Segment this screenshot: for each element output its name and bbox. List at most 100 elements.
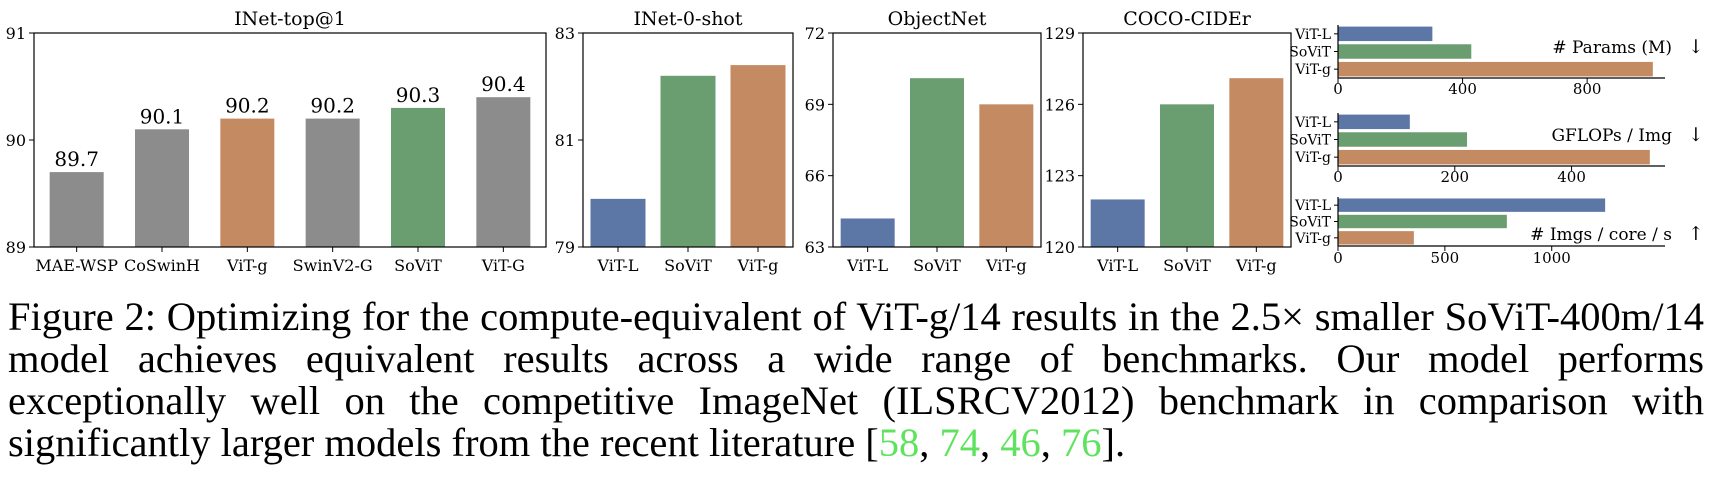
gflops-xtick-label: 0 (1333, 168, 1343, 186)
inet_0shot-xtick-label: SoViT (664, 256, 712, 275)
coco_cider-ytick-label: 129 (1044, 24, 1075, 43)
objectnet-title: ObjectNet (888, 8, 987, 30)
coco_cider-xtick-label: ViT-L (1096, 256, 1138, 275)
coco_cider-bar-vit-l (1090, 199, 1145, 247)
citation-separator: , (1040, 420, 1062, 465)
citation-1[interactable]: 58 (878, 420, 920, 465)
params-xtick-label: 0 (1333, 80, 1343, 98)
objectnet-ytick-label: 69 (805, 95, 825, 114)
inet_top1-value-label: 90.2 (225, 94, 270, 118)
inet_top1-ytick-label: 91 (6, 24, 26, 43)
gflops-xtick-label: 400 (1557, 168, 1586, 186)
throughput-xtick-label: 1000 (1533, 249, 1571, 267)
citation-4[interactable]: 76 (1061, 420, 1102, 465)
gflops-category-label: ViT-L (1294, 115, 1331, 131)
objectnet-ytick-label: 63 (805, 238, 825, 257)
params-category-label: ViT-L (1294, 27, 1331, 43)
gflops-xtick-label: 200 (1440, 168, 1469, 186)
figure-caption: Figure 2: Optimizing for the compute-equ… (8, 296, 1704, 464)
inet_top1-bar-vit-g (220, 118, 275, 247)
coco_cider-title: COCO-CIDEr (1123, 8, 1251, 30)
inet_0shot-ytick-label: 81 (555, 131, 575, 150)
inet_top1-bar-mae-wsp (49, 172, 104, 247)
inet_top1-title: INet-top@1 (234, 8, 346, 30)
gflops-bar-vit-g (1338, 149, 1650, 165)
gflops-bar-sovit (1338, 132, 1468, 147)
inet_top1-ytick-label: 90 (6, 131, 26, 150)
inet_top1-value-label: 89.7 (54, 147, 99, 171)
citation-3[interactable]: 46 (1000, 420, 1041, 465)
throughput-xtick-label: 500 (1431, 249, 1460, 267)
inet_top1-bar-coswinh (135, 129, 189, 247)
gflops-metric-label: GFLOPs / Img (1551, 126, 1672, 146)
inet_top1-value-label: 90.3 (396, 83, 441, 107)
inet_top1-value-label: 90.2 (310, 94, 355, 118)
inet_top1-xtick-label: CoSwinH (124, 256, 200, 275)
params-category-label: SoViT (1289, 45, 1331, 61)
caption-text: Figure 2: Optimizing for the compute-equ… (8, 294, 1704, 465)
inet_top1-axes-frame (33, 32, 547, 248)
throughput-bar-vit-g (1338, 231, 1414, 245)
inet_0shot-xtick-label: ViT-g (737, 256, 779, 275)
throughput-xtick-label: 0 (1333, 249, 1343, 267)
coco_cider-bar-vit-g (1229, 78, 1284, 247)
objectnet-bar-vit-l (840, 218, 895, 247)
coco_cider-axes-frame (1082, 32, 1292, 248)
objectnet-ytick-label: 72 (805, 24, 825, 43)
throughput-arrow: ↑ (1688, 223, 1704, 245)
inet_0shot-bar-vit-g (730, 65, 786, 247)
citation-separator: , (980, 420, 1001, 465)
throughput-category-label: ViT-L (1294, 198, 1331, 214)
inet_0shot-title: INet-0-shot (634, 8, 743, 30)
coco_cider-ytick-label: 126 (1044, 95, 1075, 114)
coco_cider-xtick-label: ViT-g (1235, 256, 1277, 275)
objectnet-bar-vit-g (979, 104, 1034, 247)
params-bar-vit-g (1338, 61, 1653, 77)
throughput-category-label: SoViT (1289, 215, 1331, 231)
params-arrow: ↓ (1688, 36, 1704, 58)
inet_0shot-ytick-label: 79 (555, 238, 575, 257)
throughput-bar-sovit (1338, 214, 1507, 229)
inet_0shot-axes-frame (582, 32, 794, 248)
inet_top1-xtick-label: SwinV2-G (293, 256, 373, 275)
params-bar-vit-l (1338, 26, 1433, 42)
objectnet-bar-sovit (910, 78, 964, 247)
inet_0shot-bar-sovit (660, 75, 716, 247)
inet_top1-xtick-label: MAE-WSP (35, 256, 118, 275)
coco_cider-xtick-label: SoViT (1163, 256, 1211, 275)
params-xtick-label: 400 (1448, 80, 1477, 98)
inet_top1-value-label: 90.1 (140, 104, 185, 128)
throughput-category-label: ViT-g (1294, 231, 1331, 247)
params-category-label: ViT-g (1294, 62, 1331, 78)
inet_0shot-ytick-label: 83 (555, 24, 575, 43)
throughput-bar-vit-l (1338, 198, 1606, 212)
coco_cider-ytick-label: 123 (1044, 167, 1075, 186)
citation-2[interactable]: 74 (939, 420, 981, 465)
gflops-category-label: SoViT (1289, 133, 1331, 149)
coco_cider-ytick-label: 120 (1044, 238, 1075, 257)
gflops-category-label: ViT-g (1294, 150, 1331, 166)
objectnet-xtick-label: ViT-L (846, 256, 888, 275)
inet_top1-ytick-label: 89 (6, 238, 26, 257)
inet_top1-bar-sovit (391, 107, 445, 248)
params-metric-label: # Params (M) (1552, 38, 1672, 58)
caption-close: ]. (1101, 420, 1126, 465)
throughput-metric-label: # Imgs / core / s (1530, 225, 1672, 245)
inet_0shot-bar-vit-l (590, 198, 646, 247)
params-bar-sovit (1338, 44, 1472, 59)
inet_top1-xtick-label: ViT-g (226, 256, 268, 275)
inet_top1-value-label: 90.4 (481, 72, 526, 96)
objectnet-axes-frame (832, 32, 1042, 248)
inet_top1-bar-vit-g (476, 97, 531, 247)
inet_top1-xtick-label: SoViT (394, 256, 442, 275)
inet_0shot-xtick-label: ViT-L (596, 256, 638, 275)
objectnet-xtick-label: ViT-g (985, 256, 1027, 275)
gflops-bar-vit-l (1338, 114, 1410, 130)
citation-separator: , (919, 420, 940, 465)
inet_top1-xtick-label: ViT-G (481, 256, 525, 275)
gflops-arrow: ↓ (1688, 124, 1704, 146)
params-xtick-label: 800 (1573, 80, 1602, 98)
objectnet-xtick-label: SoViT (913, 256, 961, 275)
objectnet-ytick-label: 66 (805, 167, 825, 186)
